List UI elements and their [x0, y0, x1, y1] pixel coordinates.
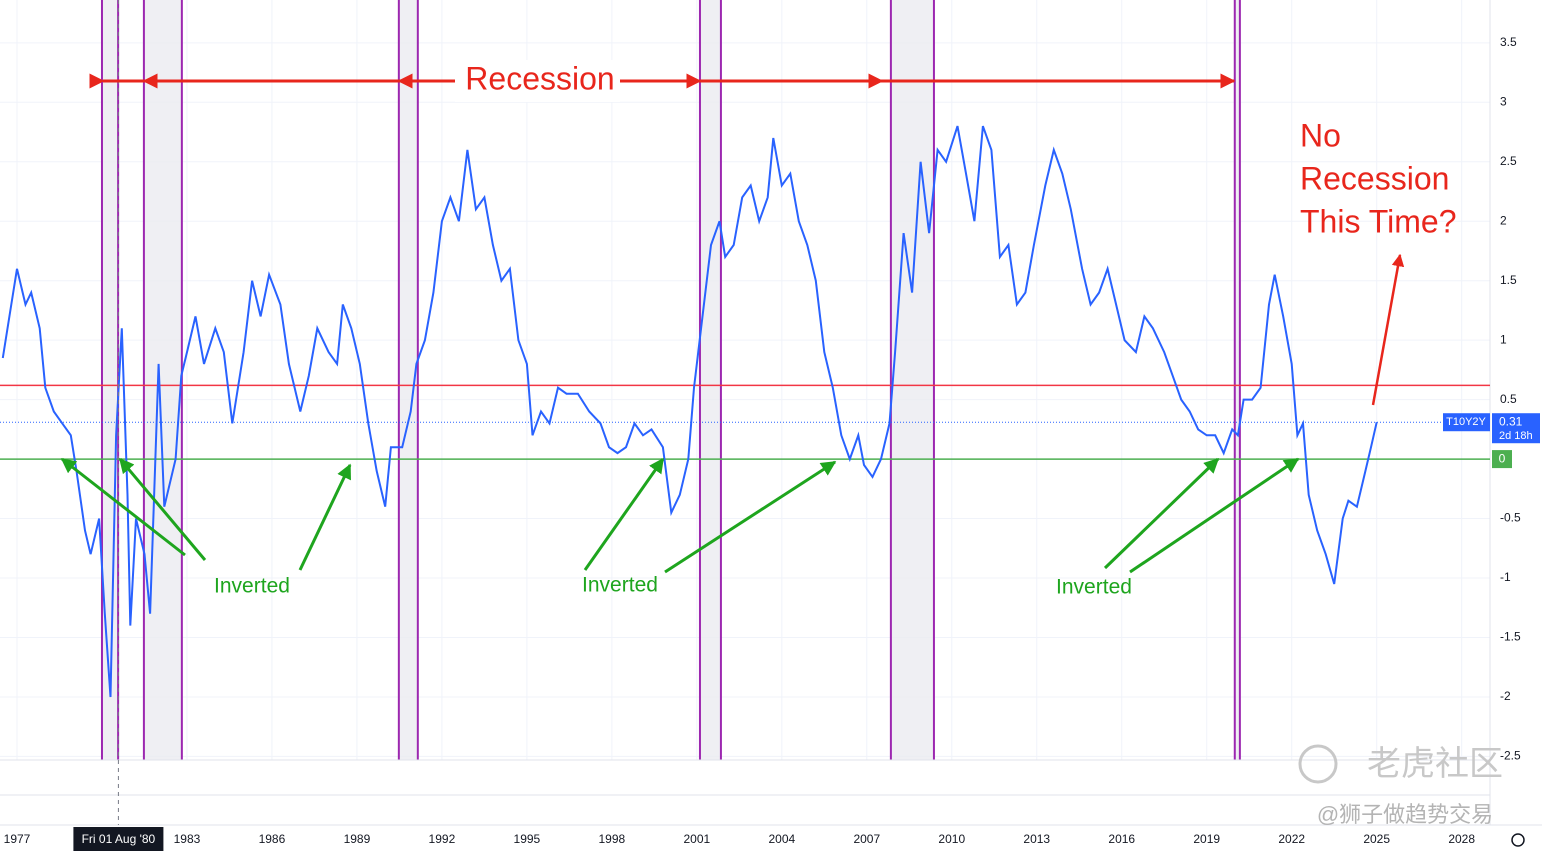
author: @狮子做趋势交易	[1317, 802, 1493, 827]
x-tick-label: 1995	[514, 832, 541, 846]
y-tick-label: 3.5	[1500, 35, 1517, 49]
y-tick-label: -1	[1500, 570, 1511, 584]
x-tick-label: 2025	[1363, 832, 1390, 846]
x-tick-label: 2013	[1023, 832, 1050, 846]
x-tick-label: 2004	[768, 832, 795, 846]
series-line	[1, 125, 1378, 698]
countdown-label: 2d 18h	[1499, 430, 1533, 442]
series-name-badge	[1443, 413, 1490, 432]
y-tick-label: -2.5	[1500, 749, 1521, 763]
recession-band	[101, 0, 119, 760]
recession-arrows	[89, 73, 1405, 406]
y-tick-label: 1	[1500, 332, 1507, 346]
x-tick-label: 1983	[174, 832, 201, 846]
last-value-label: 0.31	[1499, 414, 1523, 428]
x-tick-label: 2007	[853, 832, 880, 846]
no-recession-label: Recession	[1300, 160, 1449, 196]
x-tick-label: 1986	[259, 832, 286, 846]
inverted-label: Inverted	[1056, 576, 1132, 599]
settings-icon[interactable]	[1511, 833, 1525, 847]
x-tick-label: 2010	[938, 832, 965, 846]
x-tick-label: 2001	[683, 832, 710, 846]
y-tick-label: -1.5	[1500, 630, 1521, 644]
y-tick-label: -0.5	[1500, 511, 1521, 525]
crosshair-badge	[73, 827, 164, 851]
x-tick-label: 2019	[1193, 832, 1220, 846]
background-layer	[0, 0, 1490, 760]
last-value-badge	[1492, 413, 1540, 444]
crosshair-label: Fri 01 Aug '80	[82, 832, 156, 846]
x-tick-label: 2028	[1448, 832, 1475, 846]
zero-badge-label: 0	[1499, 451, 1506, 465]
inverted-label: Inverted	[582, 574, 658, 597]
zero-badge	[1492, 450, 1512, 469]
y-tick-label: 2.5	[1500, 154, 1517, 168]
recession-band	[699, 0, 721, 760]
label-bg	[455, 60, 620, 102]
y-tick-label: 1.5	[1500, 273, 1517, 287]
series-name: T10Y2Y	[1446, 416, 1486, 428]
recession-band	[143, 0, 182, 760]
x-tick-label: 1998	[599, 832, 626, 846]
x-tick-label: 2022	[1278, 832, 1305, 846]
x-tick-label: 1992	[429, 832, 456, 846]
recession-label: Recession	[465, 60, 614, 96]
recession-band	[1234, 0, 1240, 760]
y-tick-label: 0.5	[1500, 392, 1517, 406]
no-recession-label: This Time?	[1300, 203, 1456, 239]
y-tick-label: 2	[1500, 213, 1507, 227]
watermark-logo	[1298, 744, 1338, 784]
x-tick-label: 1989	[344, 832, 371, 846]
x-tick-label: 2016	[1108, 832, 1135, 846]
y-tick-label: -2	[1500, 689, 1511, 703]
inverted-arrows	[60, 457, 1300, 574]
inverted-label: Inverted	[214, 575, 290, 598]
x-tick-label: 1977	[4, 832, 31, 846]
recession-band	[398, 0, 418, 760]
watermark: 老虎社区	[1367, 745, 1503, 783]
no-recession-label: No	[1300, 117, 1341, 153]
recession-band	[890, 0, 934, 760]
y-tick-label: 3	[1500, 94, 1507, 108]
